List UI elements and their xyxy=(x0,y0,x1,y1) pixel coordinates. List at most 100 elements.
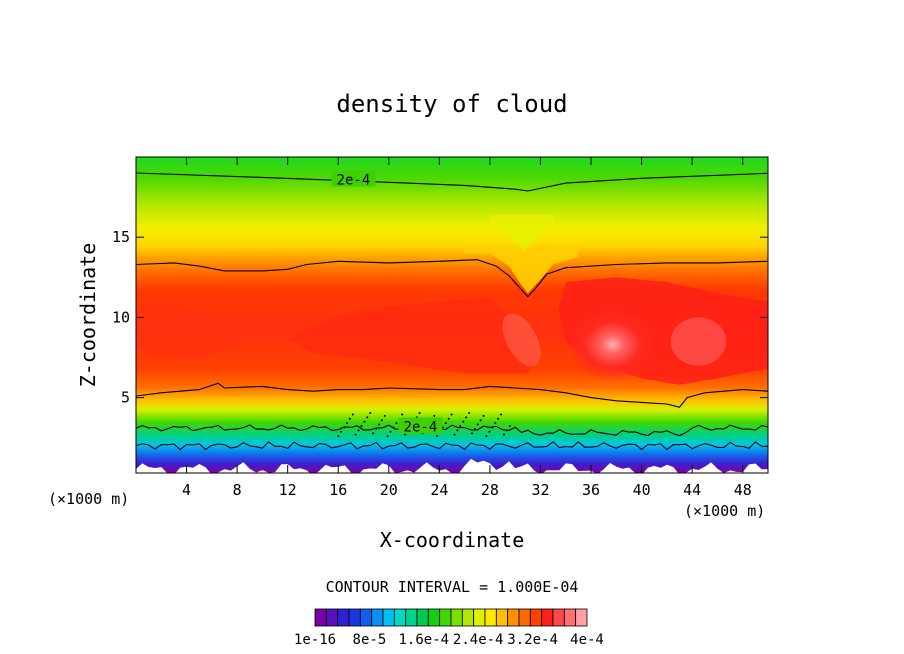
colorbar-swatch xyxy=(473,608,486,627)
x-axis-ticks: 4 8 12 16 20 24 28 32 36 40 44 48 xyxy=(182,157,752,499)
contour-speck xyxy=(380,419,383,422)
x-tick-label: 4 xyxy=(182,481,191,499)
colorbar-tick-label: 1.6e-4 xyxy=(399,632,450,648)
colorbar-swatch xyxy=(563,608,577,627)
contour-speck xyxy=(377,423,380,426)
contour-speck xyxy=(372,432,375,435)
contour-speck xyxy=(488,430,491,433)
contour-speck xyxy=(360,425,363,428)
contour-speck xyxy=(363,420,366,423)
contour-speck xyxy=(433,414,436,417)
x-tick-label: 48 xyxy=(734,481,752,499)
chart-title: density of cloud xyxy=(336,90,567,118)
contour-line xyxy=(136,424,768,437)
colorbar-tick-label: 4e-4 xyxy=(570,632,604,648)
x-tick-label: 36 xyxy=(582,481,600,499)
contour-speck xyxy=(462,420,465,423)
colorbar-tick-label: 2.4e-4 xyxy=(453,632,504,648)
x-tick-label: 8 xyxy=(233,481,242,499)
y-axis-ticks: 5 10 15 xyxy=(112,228,768,407)
colorbar-swatch xyxy=(337,608,350,627)
contour-speck xyxy=(418,412,421,415)
contour-speck xyxy=(459,425,462,428)
colorbar-swatch xyxy=(382,608,395,627)
field-secondary-core xyxy=(670,317,727,366)
contour-speck xyxy=(508,425,511,428)
colorbar-tick-label: 1e-16 xyxy=(294,632,336,648)
x-tick-label: 20 xyxy=(380,481,398,499)
contour-speck xyxy=(447,417,450,420)
contour-speck xyxy=(482,414,485,417)
contour-speck xyxy=(354,433,357,436)
contour-speck xyxy=(375,427,378,430)
contour-speck xyxy=(386,435,389,438)
contour-speck xyxy=(348,417,351,420)
contour-line xyxy=(136,441,768,451)
colorbar-swatch xyxy=(552,608,565,627)
contour-speck xyxy=(494,422,497,425)
colorbar-swatch xyxy=(507,608,520,627)
colorbar-swatch xyxy=(405,608,418,627)
x-tick-label: 40 xyxy=(633,481,651,499)
contour-speck xyxy=(436,435,439,438)
plot-area: 2e-4 2e-4 xyxy=(136,157,768,473)
contour-speck xyxy=(343,426,346,429)
contour-speck xyxy=(485,435,488,438)
x-unit-right: (×1000 m) xyxy=(684,502,765,520)
contour-label-mask xyxy=(398,417,443,434)
contour-speck xyxy=(395,422,398,425)
colorbar-swatch xyxy=(495,608,509,627)
field-core-red xyxy=(287,298,541,374)
field-core-left xyxy=(138,301,250,360)
contour-speck xyxy=(337,435,340,438)
colorbar-swatch xyxy=(450,608,463,627)
contour-speck xyxy=(369,412,372,415)
x-tick-label: 16 xyxy=(329,481,347,499)
contour-speck xyxy=(476,423,479,426)
colorbar-swatch xyxy=(518,608,531,627)
contour-speck xyxy=(383,414,386,417)
x-tick-label: 12 xyxy=(279,481,297,499)
contour-speck xyxy=(366,416,369,419)
contour-speck xyxy=(468,412,471,415)
colorbar xyxy=(314,608,588,627)
contour-label-mask xyxy=(331,170,376,187)
x-tick-label: 44 xyxy=(683,481,701,499)
contour-speck xyxy=(351,413,354,416)
contour-label: 2e-4 xyxy=(337,172,371,188)
contour-speck xyxy=(491,426,494,429)
y-tick-label: 5 xyxy=(121,389,130,407)
x-axis-label: X-coordinate xyxy=(380,528,525,552)
contour-line xyxy=(136,172,768,192)
x-unit-left: (×1000 m) xyxy=(48,490,129,508)
contour-speck xyxy=(453,433,456,436)
y-tick-label: 15 xyxy=(112,228,130,246)
colorbar-tick-label: 8e-5 xyxy=(353,632,387,648)
colorbar-swatch xyxy=(393,608,407,627)
colorbar-swatch xyxy=(575,608,588,627)
field-sliver xyxy=(502,313,541,367)
colorbar-swatch xyxy=(416,608,429,627)
colorbar-swatch xyxy=(541,608,554,627)
contour-speck xyxy=(345,422,348,425)
colorbar-swatch xyxy=(325,608,339,627)
colorbar-swatch xyxy=(529,608,543,627)
contour-speck xyxy=(389,430,392,433)
field-dip xyxy=(464,245,579,294)
colorbar-swatch xyxy=(371,608,384,627)
contour-speck xyxy=(502,433,505,436)
contour-speck xyxy=(392,426,395,429)
y-tick-label: 10 xyxy=(112,308,130,326)
colorbar-labels: 1e-16 8e-5 1.6e-4 2.4e-4 3.2e-4 4e-4 xyxy=(294,632,604,648)
x-tick-label: 28 xyxy=(481,481,499,499)
contour-speck xyxy=(404,433,407,436)
contour-speck xyxy=(340,430,343,433)
field-dip-inner xyxy=(489,214,554,250)
contour-speck xyxy=(357,429,360,432)
colorbar-swatch xyxy=(359,608,373,627)
colorbar-swatch xyxy=(348,608,361,627)
contour-speck xyxy=(450,413,453,416)
contour-speck xyxy=(500,413,503,416)
contour-speck xyxy=(465,416,468,419)
